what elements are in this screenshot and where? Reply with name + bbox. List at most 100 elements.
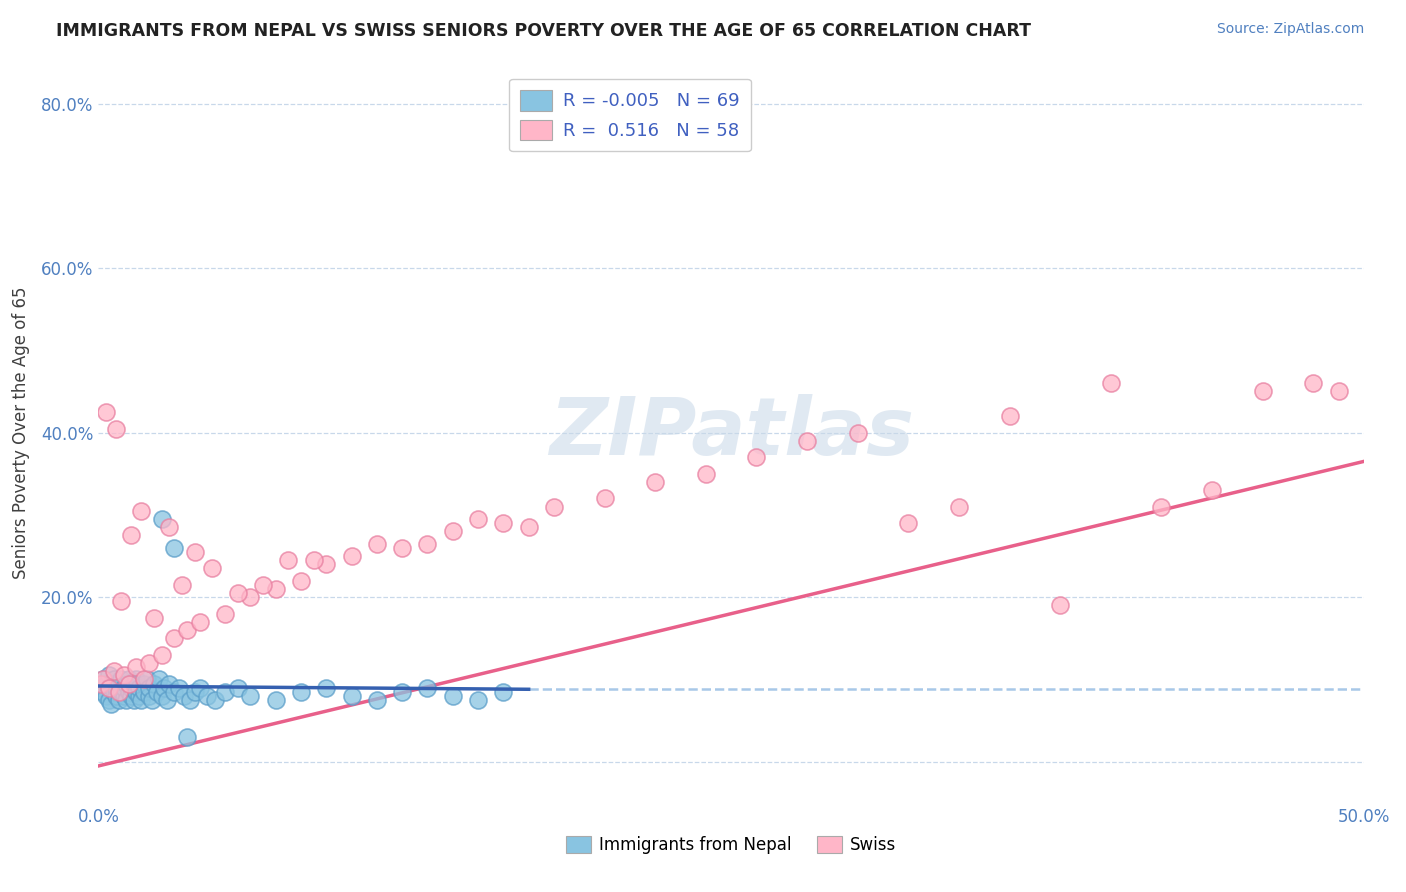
Point [416, 536, 439, 550]
Point [143, 610, 166, 624]
Point [644, 475, 666, 489]
Point [340, 549, 363, 563]
Point [441, 524, 464, 539]
Point [796, 434, 818, 448]
Point [391, 541, 413, 555]
Point [214, 685, 236, 699]
Point [105, 681, 128, 695]
Point [176, 730, 198, 744]
Point [110, 685, 132, 699]
Point [145, 685, 167, 699]
Point [143, 676, 166, 690]
Point [695, 467, 717, 481]
Point [239, 689, 262, 703]
Point [141, 693, 163, 707]
Point [125, 685, 148, 699]
Point [366, 536, 388, 550]
Point [1150, 500, 1173, 514]
Point [163, 632, 186, 646]
Point [122, 676, 145, 690]
Point [125, 660, 148, 674]
Point [122, 693, 145, 707]
Point [90, 681, 112, 695]
Point [492, 685, 515, 699]
Point [132, 685, 155, 699]
Point [277, 553, 299, 567]
Point [125, 673, 148, 687]
Point [157, 520, 180, 534]
Point [100, 676, 122, 690]
Point [131, 693, 153, 707]
Point [100, 697, 122, 711]
Point [131, 504, 153, 518]
Point [118, 676, 141, 690]
Point [115, 676, 138, 690]
Point [290, 574, 312, 588]
Point [103, 685, 125, 699]
Point [97, 693, 120, 707]
Point [492, 516, 515, 530]
Point [150, 689, 173, 703]
Point [252, 578, 274, 592]
Point [120, 689, 142, 703]
Point [290, 685, 312, 699]
Point [97, 681, 120, 695]
Point [543, 500, 565, 514]
Point [107, 676, 129, 690]
Point [132, 676, 155, 690]
Point [179, 693, 201, 707]
Point [110, 594, 132, 608]
Point [112, 668, 135, 682]
Point [120, 528, 142, 542]
Text: Source: ZipAtlas.com: Source: ZipAtlas.com [1216, 22, 1364, 37]
Point [302, 553, 325, 567]
Point [1049, 599, 1071, 613]
Point [315, 681, 337, 695]
Point [467, 693, 489, 707]
Point [94, 676, 117, 690]
Point [195, 689, 218, 703]
Point [103, 664, 125, 678]
Point [128, 689, 150, 703]
Point [441, 689, 464, 703]
Point [264, 693, 287, 707]
Point [846, 425, 869, 440]
Point [1251, 384, 1274, 399]
Point [110, 673, 132, 687]
Point [366, 693, 388, 707]
Point [90, 676, 112, 690]
Point [128, 681, 150, 695]
Point [132, 673, 155, 687]
Point [1302, 376, 1324, 391]
Point [135, 673, 157, 687]
Point [745, 450, 768, 465]
Point [138, 681, 160, 695]
Point [998, 409, 1021, 424]
Point [517, 520, 540, 534]
Point [120, 681, 142, 695]
Point [391, 685, 413, 699]
Point [1327, 384, 1350, 399]
Point [105, 689, 128, 703]
Point [93, 673, 115, 687]
Point [169, 681, 191, 695]
Point [188, 681, 211, 695]
Point [204, 693, 226, 707]
Point [214, 607, 236, 621]
Point [97, 668, 120, 682]
Point [105, 421, 128, 435]
Point [170, 578, 193, 592]
Point [94, 689, 117, 703]
Point [138, 689, 160, 703]
Point [1099, 376, 1122, 391]
Point [115, 693, 138, 707]
Text: ZIPatlas: ZIPatlas [548, 393, 914, 472]
Point [264, 582, 287, 596]
Point [239, 590, 262, 604]
Point [157, 676, 180, 690]
Point [340, 689, 363, 703]
Point [138, 656, 160, 670]
Text: IMMIGRANTS FROM NEPAL VS SWISS SENIORS POVERTY OVER THE AGE OF 65 CORRELATION CH: IMMIGRANTS FROM NEPAL VS SWISS SENIORS P… [56, 22, 1031, 40]
Point [897, 516, 920, 530]
Point [948, 500, 970, 514]
